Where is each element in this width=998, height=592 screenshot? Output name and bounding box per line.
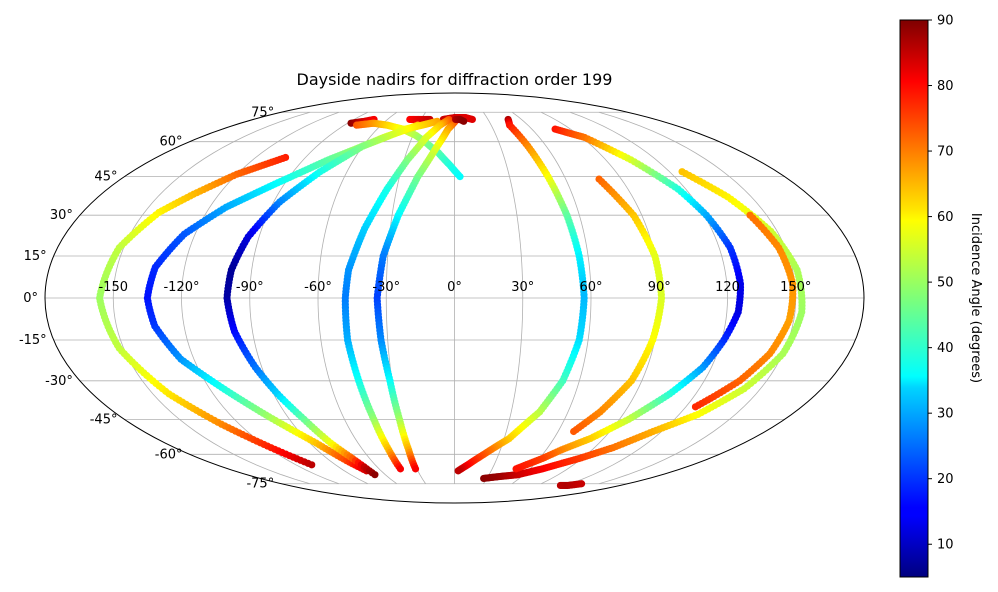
colorbar-ticks: 10 20 30 40 50 60 70 80 90 (928, 14, 954, 553)
longitude-tick-label: 0° (447, 280, 462, 295)
colorbar: 10 20 30 40 50 60 70 80 90 Incidence Angle (degr… (899, 14, 983, 578)
latitude-tick-label: -60° (155, 447, 183, 462)
nadir-point (411, 465, 420, 473)
nadir-point (512, 465, 520, 473)
longitude-tick-label: -60° (304, 280, 332, 295)
longitude-tick-label: 60° (579, 280, 602, 295)
colorbar-tick-label: 20 (937, 472, 954, 487)
nadir-point (454, 467, 462, 475)
latitude-tick-label: 30° (50, 208, 73, 223)
nadir-point (570, 427, 578, 436)
colorbar-gradient (899, 19, 929, 578)
nadir-point (456, 173, 464, 181)
latitude-tick-label: 15° (24, 249, 47, 264)
nadir-point (308, 461, 316, 469)
latitude-tick-label: 45° (94, 170, 117, 185)
chart-title: Dayside nadirs for diffraction order 199 (297, 70, 613, 89)
nadir-point (396, 465, 405, 473)
colorbar-tick-label: 10 (937, 538, 954, 553)
map-boundary (44, 92, 865, 504)
longitude-tick-label: 120 (715, 280, 740, 295)
nadir-point (460, 117, 468, 125)
longitude-tick-label: -150 (98, 280, 128, 295)
nadir-point (691, 403, 700, 411)
latitude-tick-label: -75° (246, 477, 274, 492)
longitude-tick-label: 30° (511, 280, 534, 295)
colorbar-tick-label: 30 (937, 407, 954, 422)
colorbar-tick-label: 90 (937, 14, 954, 29)
grid-meridian (512, 111, 592, 485)
grid-meridian (181, 111, 340, 485)
longitude-tick-label: -90° (236, 280, 264, 295)
latitude-tick-label: -15° (19, 333, 47, 348)
graticule (45, 111, 864, 485)
nadir-point (678, 168, 686, 176)
latitude-tick-label: -45° (90, 412, 118, 427)
grid-meridian (112, 111, 311, 485)
latitude-tick-label: 75° (251, 105, 274, 120)
longitude-tick-label: -30° (372, 280, 400, 295)
latitude-tick-labels: 75° 60° 45° 30° 15° 0° -15° -30° -45° -60° -75° (19, 105, 274, 491)
nadir-point (577, 480, 586, 488)
colorbar-tick-label: 80 (937, 79, 954, 94)
longitude-tick-label: 90° (648, 280, 671, 295)
colorbar-tick-label: 50 (937, 276, 954, 291)
longitude-tick-label: -120° (163, 280, 199, 295)
scatter-points (96, 113, 806, 490)
grid-meridian (317, 111, 397, 485)
longitude-tick-labels: -150 -120° -90° -60° -30° 0° 30° 60° 90° 120 150° (98, 280, 811, 295)
latitude-tick-label: 0° (23, 291, 38, 306)
nadir-point (468, 115, 476, 124)
colorbar-tick-label: 60 (937, 210, 954, 225)
colorbar-tick-label: 40 (937, 341, 954, 356)
grid-meridian (483, 112, 524, 484)
latitude-tick-label: -30° (45, 374, 73, 389)
nadir-point (371, 471, 379, 479)
colorbar-tick-label: 70 (937, 145, 954, 160)
colorbar-label: Incidence Angle (degrees) (968, 213, 983, 383)
latitude-tick-label: 60° (159, 135, 182, 150)
longitude-tick-label: 150° (780, 280, 811, 295)
